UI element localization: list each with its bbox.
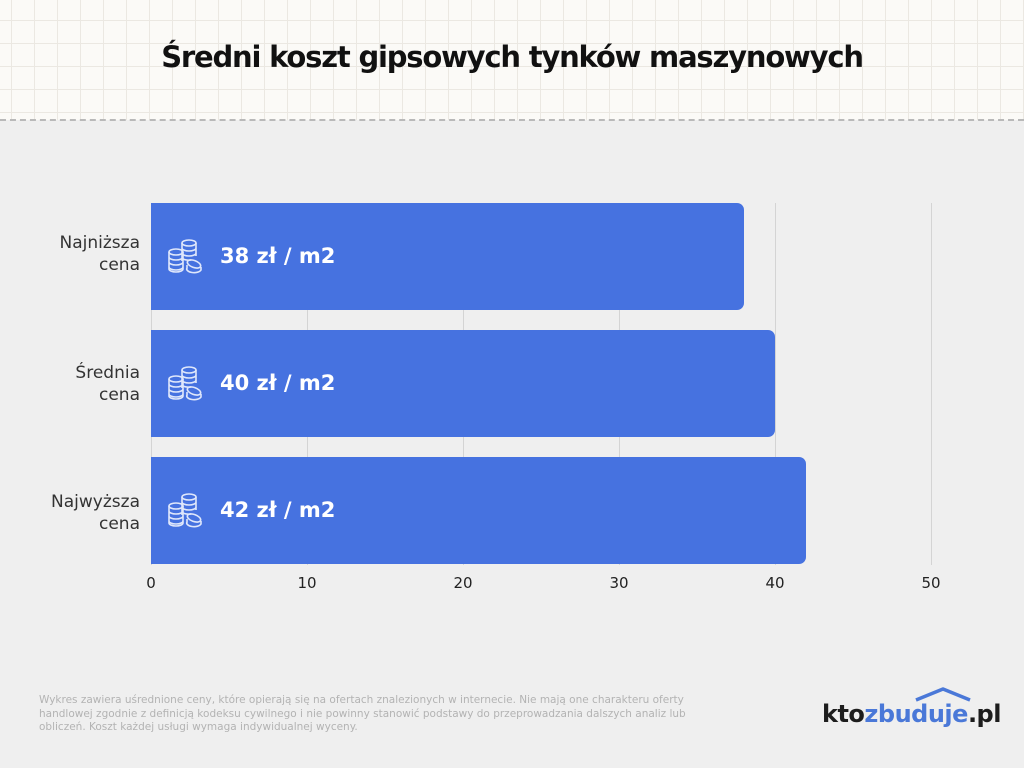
brand-logo[interactable]: kto zbuduje.pl (822, 687, 1002, 736)
bar-highest: 42 zł / m2 (151, 457, 806, 564)
category-label-lowest: Najniższa cena (59, 233, 140, 275)
logo-part-pl: .pl (967, 700, 1002, 728)
x-tick: 40 (765, 574, 785, 592)
logo-part-kto: kto (822, 700, 865, 728)
category-label-highest: Najwyższa cena (51, 492, 140, 534)
bar-lowest: 38 zł / m2 (151, 203, 744, 310)
x-tick: 0 (146, 574, 156, 592)
dashed-divider (0, 119, 1024, 121)
coins-stack-icon (168, 239, 202, 274)
bar-value-label: 38 zł / m2 (220, 244, 336, 268)
coins-stack-icon (168, 493, 202, 528)
x-tick: 10 (297, 574, 317, 592)
page-title: Średni koszt gipsowych tynków maszynowyc… (161, 40, 864, 74)
disclaimer-text: Wykres zawiera uśrednione ceny, które op… (39, 694, 686, 733)
bar-value-label: 42 zł / m2 (220, 498, 336, 522)
header-area: Średni koszt gipsowych tynków maszynowyc… (0, 0, 1024, 120)
category-label-average: Średnia cena (75, 363, 140, 405)
x-tick: 20 (453, 574, 473, 592)
gridline-40 (775, 203, 776, 565)
x-tick: 50 (921, 574, 941, 592)
coins-stack-icon (168, 366, 202, 401)
x-tick: 30 (609, 574, 629, 592)
bar-value-label: 40 zł / m2 (220, 371, 336, 395)
logo-part-zbuduje: zbuduje (864, 687, 972, 728)
bar-average: 40 zł / m2 (151, 330, 775, 437)
house-roof-icon (915, 687, 972, 702)
gridline-50 (931, 203, 932, 565)
